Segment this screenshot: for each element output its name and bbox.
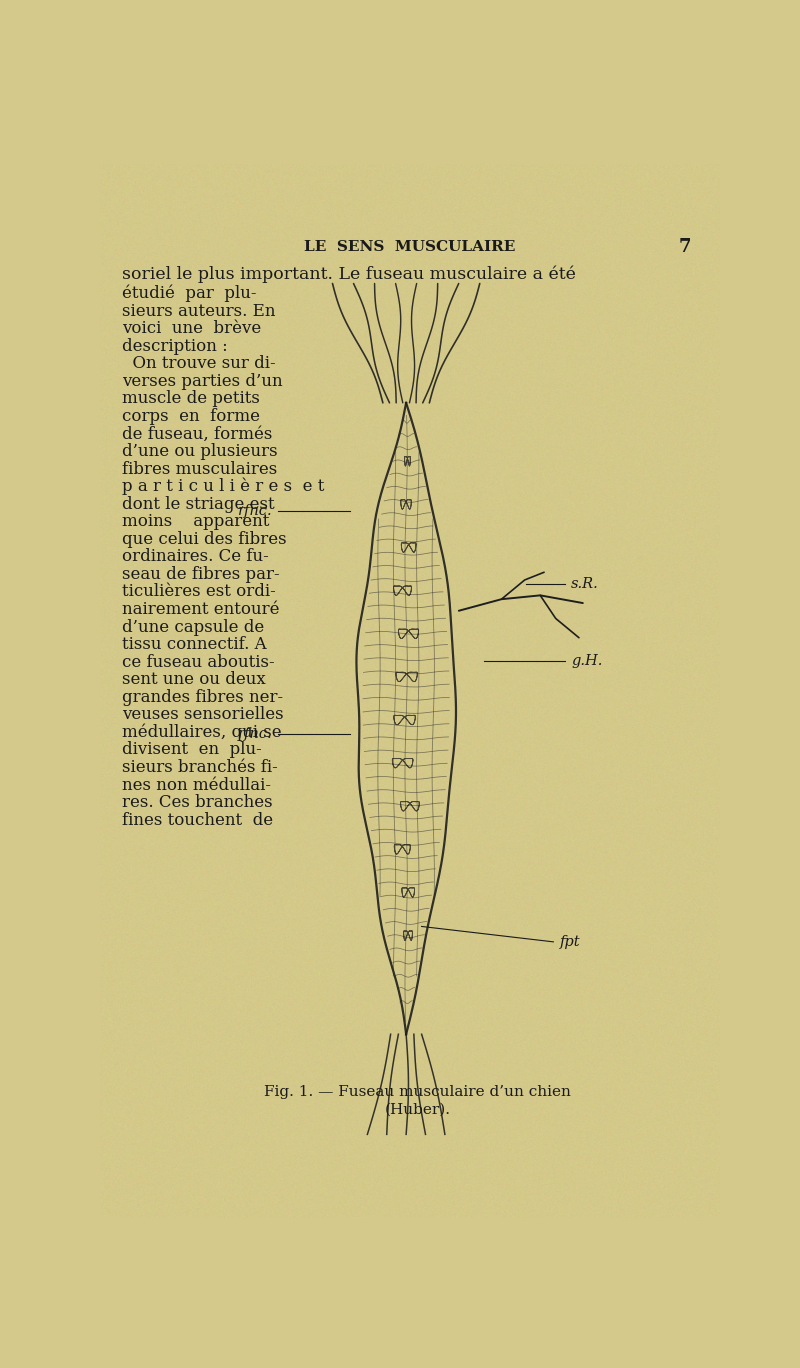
Text: nairement entouré: nairement entouré [122,601,279,618]
Text: sent une ou deux: sent une ou deux [122,672,266,688]
Text: description :: description : [122,338,227,354]
Text: sieurs auteurs. En: sieurs auteurs. En [122,302,275,320]
Text: fpt: fpt [559,934,580,949]
Text: grandes fibres ner-: grandes fibres ner- [122,689,283,706]
Text: d’une ou plusieurs: d’une ou plusieurs [122,443,278,460]
Text: rfnc.: rfnc. [238,726,273,741]
Text: dont le striage est: dont le striage est [122,495,274,513]
Text: voici  une  brève: voici une brève [122,320,261,337]
Text: verses parties d’un: verses parties d’un [122,373,282,390]
Text: d’une capsule de: d’une capsule de [122,618,264,636]
Text: rfnc.: rfnc. [238,503,273,517]
Text: que celui des fibres: que celui des fibres [122,531,286,547]
Text: moins    apparent: moins apparent [122,513,269,531]
Text: ticulières est ordi-: ticulières est ordi- [122,584,275,601]
Text: sieurs branchés fi-: sieurs branchés fi- [122,759,278,776]
Text: de fuseau, formés: de fuseau, formés [122,425,272,442]
Text: divisent  en  plu-: divisent en plu- [122,741,262,758]
Text: nes non médullai-: nes non médullai- [122,777,270,793]
Text: ce fuseau aboutis-: ce fuseau aboutis- [122,654,274,670]
Text: étudié  par  plu-: étudié par plu- [122,285,256,302]
Text: g.H.: g.H. [571,654,602,668]
Text: s.R.: s.R. [571,577,599,591]
Text: muscle de petits: muscle de petits [122,390,259,408]
Text: veuses sensorielles: veuses sensorielles [122,706,283,724]
Text: fibres musculaires: fibres musculaires [122,461,277,477]
Text: ordinaires. Ce fu-: ordinaires. Ce fu- [122,549,269,565]
Text: soriel le plus important. Le fuseau musculaire a été: soriel le plus important. Le fuseau musc… [122,265,575,283]
Text: On trouve sur di-: On trouve sur di- [122,356,275,372]
Text: 7: 7 [679,238,691,256]
Text: LE  SENS  MUSCULAIRE: LE SENS MUSCULAIRE [304,241,516,254]
Text: seau de fibres par-: seau de fibres par- [122,566,279,583]
Text: corps  en  forme: corps en forme [122,408,260,425]
Text: p a r t i c u l i è r e s  e t: p a r t i c u l i è r e s e t [122,477,324,495]
Text: tissu connectif. A: tissu connectif. A [122,636,266,653]
Text: (Huber).: (Huber). [385,1103,450,1116]
Text: médullaires, qui se: médullaires, qui se [122,724,282,741]
Text: res. Ces branches: res. Ces branches [122,795,272,811]
Text: Fig. 1. — Fuseau musculaire d’un chien: Fig. 1. — Fuseau musculaire d’un chien [264,1085,571,1099]
Text: fines touchent  de: fines touchent de [122,811,273,829]
